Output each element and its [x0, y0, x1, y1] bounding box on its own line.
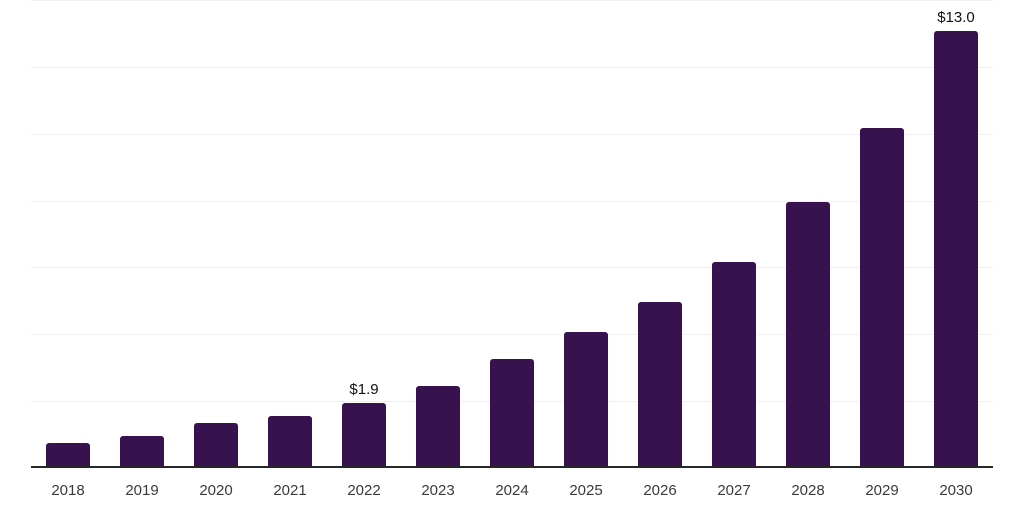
x-tick-2021: 2021 — [273, 482, 307, 499]
bar-2025 — [564, 332, 608, 466]
bar-2019 — [120, 435, 164, 466]
x-tick-2023: 2023 — [421, 482, 455, 499]
x-tick-2024: 2024 — [495, 482, 529, 499]
x-tick-2025: 2025 — [569, 482, 603, 499]
x-axis: 2018 2019 2020 2021 2022 2023 2024 2025 2026 2027… — [31, 470, 993, 512]
gridline-12 — [31, 66, 993, 68]
x-tick-2028: 2028 — [791, 482, 825, 499]
x-tick-2020: 2020 — [199, 482, 233, 499]
bar-2030 — [934, 31, 978, 466]
x-tick-2029: 2029 — [865, 482, 899, 499]
gridline-8 — [31, 200, 993, 202]
gridline-14 — [31, 0, 993, 1]
data-label-2022: $1.9 — [349, 380, 379, 398]
bar-2018 — [46, 442, 90, 466]
bar-2026 — [638, 302, 682, 466]
bar-2021 — [268, 415, 312, 466]
x-tick-2022: 2022 — [347, 482, 381, 499]
bar-2028 — [786, 201, 830, 466]
gridline-10 — [31, 133, 993, 135]
plot-area: $1.9 $13.0 — [31, 0, 993, 468]
bar-2023 — [416, 385, 460, 466]
x-tick-2027: 2027 — [717, 482, 751, 499]
x-tick-2030: 2030 — [939, 482, 973, 499]
data-label-2030: $13.0 — [937, 9, 975, 27]
x-tick-2019: 2019 — [125, 482, 159, 499]
x-tick-2026: 2026 — [643, 482, 677, 499]
gridline-6 — [31, 267, 993, 269]
x-tick-2018: 2018 — [51, 482, 85, 499]
bar-2020 — [194, 422, 238, 466]
bar-2022 — [342, 402, 386, 466]
bar-2024 — [490, 359, 534, 466]
bar-2027 — [712, 262, 756, 466]
gridline-4 — [31, 334, 993, 336]
bar-2029 — [860, 128, 904, 466]
